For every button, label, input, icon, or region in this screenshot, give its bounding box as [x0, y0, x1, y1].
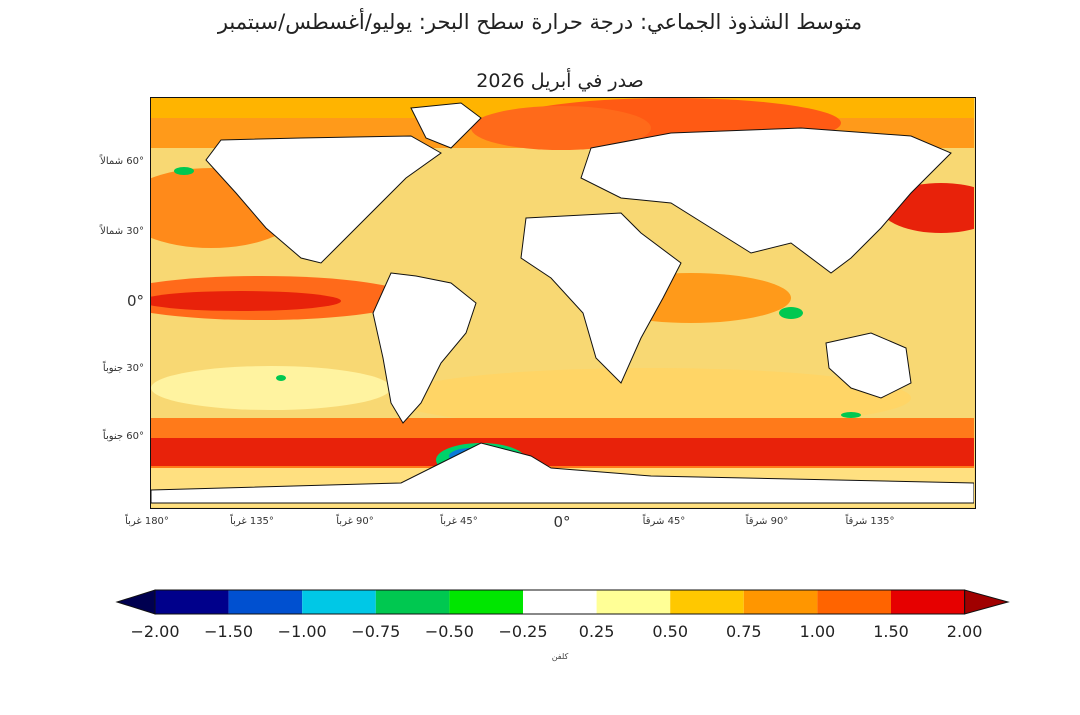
australia	[825, 332, 912, 399]
colorbar-segment	[523, 590, 597, 614]
lat-label-equator: 0°	[126, 292, 144, 310]
colorbar-tick-label: 0.75	[725, 622, 762, 641]
africa	[520, 212, 682, 384]
colorbar-segment	[817, 590, 891, 614]
colorbar-tick-label: 0.25	[578, 622, 615, 641]
southern-midlat	[391, 368, 911, 428]
colorbar-tick-label: 2.00	[946, 622, 983, 641]
south-america	[372, 272, 477, 424]
southern-ocean-core	[151, 438, 974, 466]
lat-label-60n: 60° شمالاً	[100, 156, 144, 167]
colorbar-segment	[891, 590, 965, 614]
lon-label-0: 0°	[553, 513, 571, 531]
colorbar-segment	[302, 590, 376, 614]
colorbar-segment	[596, 590, 671, 614]
colorbar-tick-label: −0.25	[498, 622, 548, 641]
colorbar	[115, 589, 1010, 615]
south-pacific-cool-spot	[276, 375, 286, 381]
lon-label-135w: 135° غرباً	[230, 516, 274, 527]
colorbar-tick-label: 1.00	[799, 622, 836, 641]
south-pacific-cool	[151, 366, 391, 410]
lat-label-60s: 60° جنوباً	[102, 431, 144, 442]
eurasia	[580, 127, 952, 274]
lat-label-30n: 30° شمالاً	[100, 226, 144, 237]
colorbar-tick-label: −0.75	[351, 622, 401, 641]
colorbar-segment	[743, 590, 818, 614]
lat-label-30s: 30° جنوباً	[102, 363, 144, 374]
colorbar-tick-label: −1.50	[204, 622, 254, 641]
alaska-cool	[174, 167, 194, 175]
lon-label-90e: 90° شرقاً	[745, 516, 789, 527]
lon-label-90w: 90° غرباً	[336, 516, 374, 527]
lon-label-135e: 135° شرقاً	[845, 516, 895, 527]
continents	[151, 102, 974, 504]
colorbar-segment	[375, 590, 450, 614]
colorbar-tick-label: −2.00	[130, 622, 180, 641]
greenland-sea-warm	[471, 106, 651, 150]
lon-label-180w: 180° غرباً	[125, 516, 169, 527]
north-america	[205, 135, 442, 264]
colorbar-segment	[449, 590, 523, 614]
map-svg	[151, 98, 974, 507]
colorbar-unit-label: كلفن	[551, 652, 569, 661]
enso-core	[151, 291, 341, 311]
colorbar-tick-label: 1.50	[873, 622, 909, 641]
chart-subtitle: صدر في أبريل 2026	[476, 70, 644, 92]
sst-anomaly-map	[150, 97, 976, 509]
colorbar-frame	[154, 589, 966, 615]
antarctica	[151, 442, 974, 504]
colorbar-over-arrow	[964, 589, 1010, 615]
lon-label-45w: 45° غرباً	[440, 516, 478, 527]
indonesia-cool	[779, 307, 803, 319]
chart-title: متوسط الشذوذ الجماعي: درجة حرارة سطح الب…	[217, 10, 863, 34]
colorbar-segment	[155, 590, 229, 614]
colorbar-tick-label: −0.50	[424, 622, 474, 641]
colorbar-segment	[228, 590, 303, 614]
tasman-cool	[841, 412, 861, 418]
colorbar-tick-label: −1.00	[277, 622, 327, 641]
colorbar-tick-label: 0.50	[652, 622, 688, 641]
colorbar-under-arrow	[115, 589, 156, 615]
lon-label-45e: 45° شرقاً	[642, 516, 686, 527]
greenland	[410, 102, 482, 149]
colorbar-segment	[670, 590, 744, 614]
